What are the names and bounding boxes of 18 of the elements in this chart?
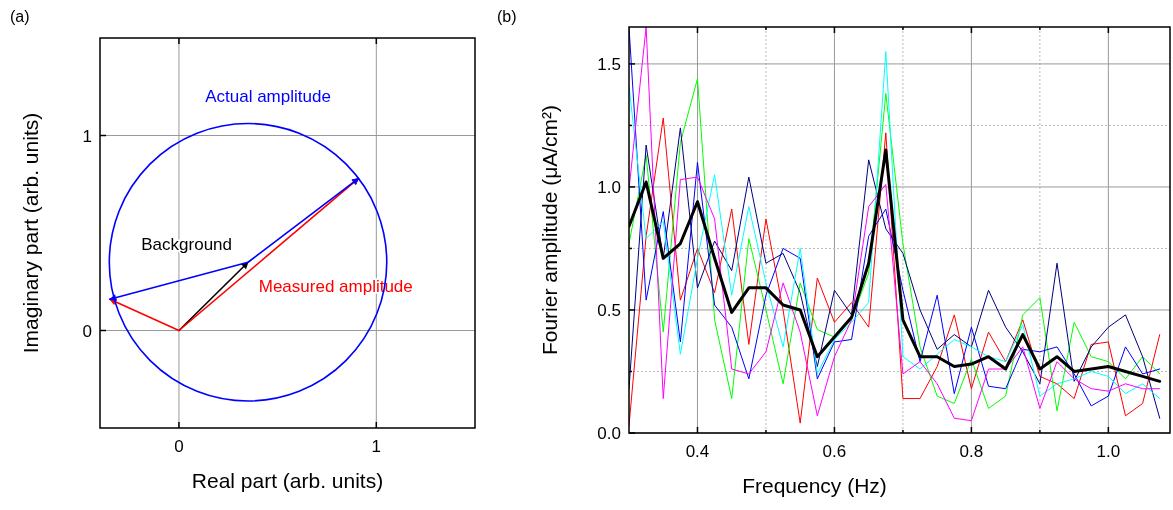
y-axis-title: Fourier amplitude (μA/cm²)	[538, 104, 561, 356]
y-tick-label: 1.5	[597, 54, 621, 74]
x-tick-label: 0	[174, 437, 184, 456]
y-axis-title: Imaginary part (arb. units)	[19, 112, 42, 354]
x-tick-label: 0.6	[822, 442, 847, 461]
x-tick-label: 1.0	[1096, 442, 1121, 461]
y-tick-label: 0.5	[597, 300, 621, 320]
x-axis-title: Real part (arb. units)	[191, 469, 384, 492]
y-tick-label: 0.0	[597, 424, 621, 443]
chart-title: (a)	[10, 8, 30, 25]
x-tick-label: 0.4	[685, 442, 710, 461]
annotation: Actual amplitude	[205, 86, 331, 106]
x-tick-label: 1	[371, 437, 382, 456]
y-tick-label: 1.0	[597, 177, 621, 197]
series-label: Background	[141, 235, 233, 255]
chart-title: (b)	[497, 8, 517, 25]
x-tick-label: 0.8	[959, 442, 984, 461]
x-axis-title: Frequency (Hz)	[742, 474, 887, 497]
